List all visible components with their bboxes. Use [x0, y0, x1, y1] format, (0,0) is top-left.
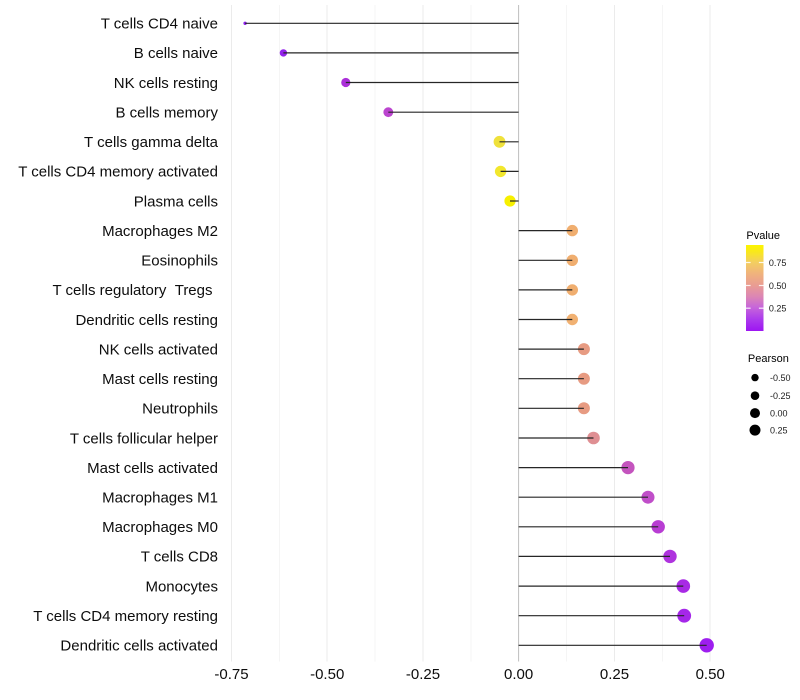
svg-text:0.25: 0.25 [600, 666, 629, 683]
svg-text:0.25: 0.25 [770, 425, 788, 435]
svg-text:B cells memory: B cells memory [115, 105, 218, 122]
svg-text:T cells CD4 memory resting: T cells CD4 memory resting [33, 608, 218, 625]
svg-text:NK cells resting: NK cells resting [114, 75, 218, 92]
svg-text:0.50: 0.50 [769, 281, 787, 291]
svg-text:T cells gamma delta: T cells gamma delta [84, 134, 219, 151]
svg-text:T cells follicular helper: T cells follicular helper [70, 430, 218, 447]
svg-text:NK cells activated: NK cells activated [99, 341, 218, 358]
svg-text:T cells CD8: T cells CD8 [141, 549, 218, 566]
svg-text:Mast cells resting: Mast cells resting [102, 371, 218, 388]
svg-text:Pvalue: Pvalue [746, 230, 780, 242]
svg-text:-0.50: -0.50 [310, 666, 344, 683]
svg-text:-0.25: -0.25 [406, 666, 440, 683]
svg-text:Macrophages M1: Macrophages M1 [102, 490, 218, 507]
svg-text:Dendritic cells resting: Dendritic cells resting [75, 312, 218, 329]
svg-text:T cells CD4 naive: T cells CD4 naive [101, 16, 218, 33]
svg-text:Plasma cells: Plasma cells [134, 193, 218, 210]
svg-text:0.25: 0.25 [769, 304, 787, 314]
svg-text:Monocytes: Monocytes [145, 578, 218, 595]
svg-text:-0.25: -0.25 [770, 391, 791, 401]
svg-text:0.00: 0.00 [504, 666, 533, 683]
svg-text:Macrophages M2: Macrophages M2 [102, 223, 218, 240]
svg-text:Pearson: Pearson [748, 353, 789, 365]
svg-text:0.00: 0.00 [770, 408, 788, 418]
svg-text:T cells regulatory Tregs: T cells regulatory Tregs [52, 282, 212, 299]
svg-text:-0.75: -0.75 [214, 666, 248, 683]
svg-text:T cells CD4 memory activated: T cells CD4 memory activated [18, 164, 218, 181]
svg-text:Dendritic cells activated: Dendritic cells activated [60, 638, 218, 655]
svg-text:B cells naive: B cells naive [134, 45, 218, 62]
svg-text:Macrophages M0: Macrophages M0 [102, 519, 218, 536]
svg-text:Eosinophils: Eosinophils [141, 253, 218, 270]
svg-text:-0.50: -0.50 [770, 373, 791, 383]
svg-text:Mast cells activated: Mast cells activated [87, 460, 218, 477]
svg-text:Neutrophils: Neutrophils [142, 401, 218, 418]
svg-text:0.75: 0.75 [769, 258, 787, 268]
svg-text:0.50: 0.50 [696, 666, 725, 683]
